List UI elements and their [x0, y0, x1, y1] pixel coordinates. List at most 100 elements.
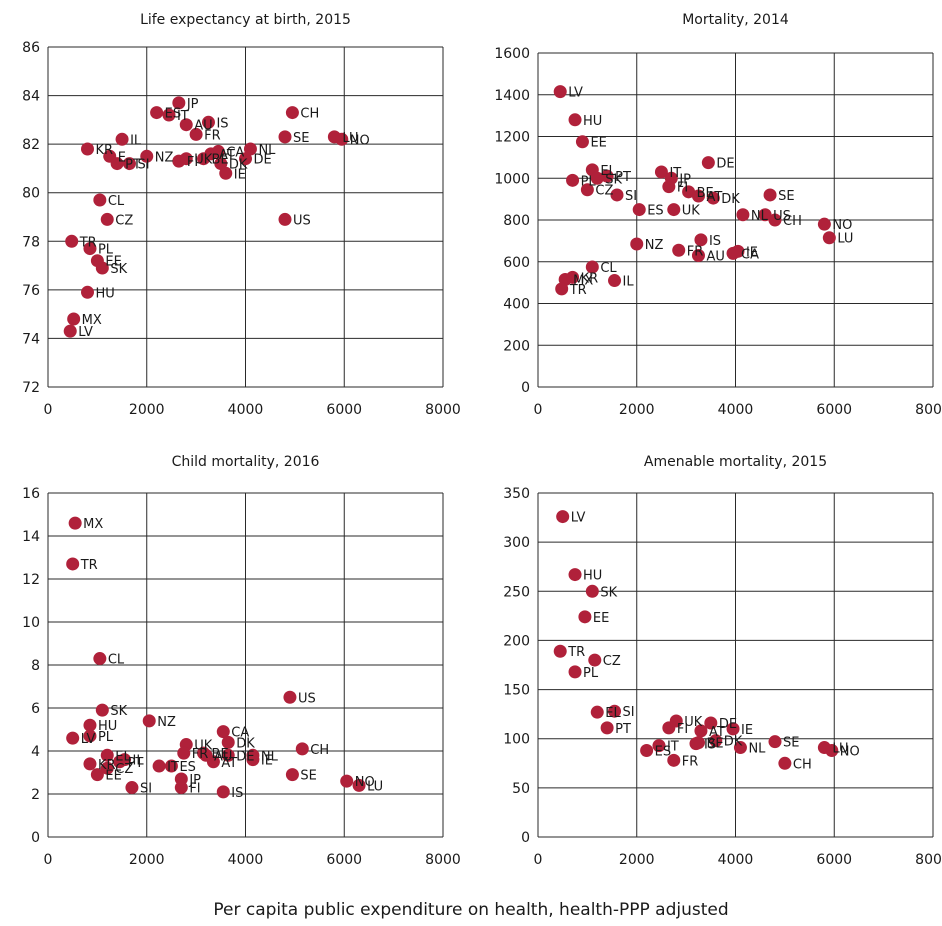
- data-point: [726, 722, 740, 736]
- data-point: [335, 132, 349, 146]
- data-point: [736, 208, 750, 222]
- point-label: IS: [704, 738, 716, 753]
- point-label: DK: [724, 735, 743, 750]
- point-label: KR: [98, 758, 116, 773]
- point-label: CH: [310, 743, 329, 758]
- point-label: AT: [221, 756, 237, 771]
- data-point: [691, 189, 705, 203]
- y-tick-label: 200: [503, 633, 530, 649]
- data-point: [566, 270, 580, 284]
- data-point: [172, 96, 186, 110]
- point-label: FR: [204, 128, 221, 143]
- point-label: CH: [300, 107, 319, 122]
- point-label: SE: [783, 736, 799, 751]
- data-point: [221, 735, 235, 749]
- data-point: [763, 188, 777, 202]
- x-tick-label: 0: [534, 852, 543, 868]
- y-tick-label: 0: [31, 830, 40, 846]
- x-tick-label: 8000: [915, 402, 942, 418]
- data-point: [67, 312, 81, 326]
- data-point: [654, 165, 668, 179]
- point-label: UK: [194, 739, 213, 754]
- y-tick-label: 6: [31, 701, 40, 717]
- point-label: PT: [615, 170, 631, 185]
- data-point: [610, 188, 624, 202]
- chart-title: Child mortality, 2016: [172, 454, 320, 470]
- point-label: NZ: [157, 715, 176, 730]
- point-label: NL: [748, 742, 766, 757]
- y-tick-label: 10: [22, 615, 40, 631]
- point-label: LU: [367, 779, 383, 794]
- point-label: UK: [194, 153, 213, 168]
- data-point: [93, 652, 107, 666]
- data-point: [709, 734, 723, 748]
- point-label: SK: [600, 585, 617, 600]
- data-point: [630, 237, 644, 251]
- point-label: HU: [96, 286, 115, 301]
- data-point: [164, 759, 178, 773]
- point-label: NL: [258, 143, 276, 158]
- data-point: [216, 785, 230, 799]
- data-point: [600, 169, 614, 183]
- point-label: ES: [647, 204, 663, 219]
- point-label: FR: [192, 747, 209, 762]
- point-label: NL: [751, 209, 769, 224]
- data-point: [578, 610, 592, 624]
- data-point: [152, 759, 166, 773]
- x-tick-label: 6000: [816, 402, 852, 418]
- data-point: [580, 183, 594, 197]
- point-label: NL: [261, 749, 279, 764]
- data-point: [817, 217, 831, 231]
- data-point: [667, 753, 681, 767]
- data-point: [555, 282, 569, 296]
- point-label: NO: [350, 133, 370, 148]
- data-point: [83, 729, 97, 743]
- data-point: [90, 254, 104, 268]
- y-tick-label: 1600: [494, 46, 530, 62]
- point-label: CZ: [603, 654, 621, 669]
- y-tick-label: 600: [503, 255, 530, 271]
- data-point: [278, 130, 292, 144]
- point-label: MX: [82, 313, 102, 328]
- data-point: [81, 142, 94, 156]
- chart-title: Mortality, 2014: [682, 12, 789, 28]
- point-label: EL: [600, 164, 616, 179]
- point-label: IE: [741, 723, 753, 738]
- y-tick-label: 76: [22, 283, 40, 299]
- point-label: DE: [254, 153, 272, 168]
- data-point: [221, 748, 235, 762]
- point-label: DE: [236, 749, 254, 764]
- point-label: CZ: [115, 213, 133, 228]
- data-point: [118, 753, 132, 767]
- x-tick-label: 4000: [718, 852, 754, 868]
- data-point: [664, 171, 678, 185]
- y-tick-label: 72: [22, 380, 40, 396]
- point-label: BE: [212, 747, 229, 762]
- x-tick-label: 6000: [326, 852, 362, 868]
- data-point: [704, 716, 718, 730]
- point-label: LU: [832, 742, 848, 757]
- data-point: [95, 703, 109, 717]
- x-tick-label: 8000: [915, 852, 942, 868]
- data-point: [768, 735, 782, 749]
- x-tick-label: 0: [44, 852, 53, 868]
- point-label: SI: [623, 705, 635, 720]
- y-tick-label: 80: [22, 186, 40, 202]
- data-point: [568, 665, 582, 679]
- data-point: [672, 243, 686, 257]
- point-label: KR: [581, 271, 599, 286]
- point-label: CL: [600, 261, 617, 276]
- point-label: BE: [697, 186, 714, 201]
- y-tick-label: 800: [503, 213, 530, 229]
- point-label: SE: [778, 189, 794, 204]
- y-tick-label: 400: [503, 297, 530, 313]
- point-label: AU: [706, 249, 724, 264]
- data-point: [778, 756, 792, 770]
- point-label: DE: [716, 157, 734, 172]
- point-label: MX: [573, 273, 593, 288]
- point-label: NZ: [645, 238, 664, 253]
- y-tick-label: 250: [503, 584, 530, 600]
- data-point: [608, 274, 622, 288]
- point-label: CA: [741, 247, 759, 262]
- data-point: [197, 746, 211, 760]
